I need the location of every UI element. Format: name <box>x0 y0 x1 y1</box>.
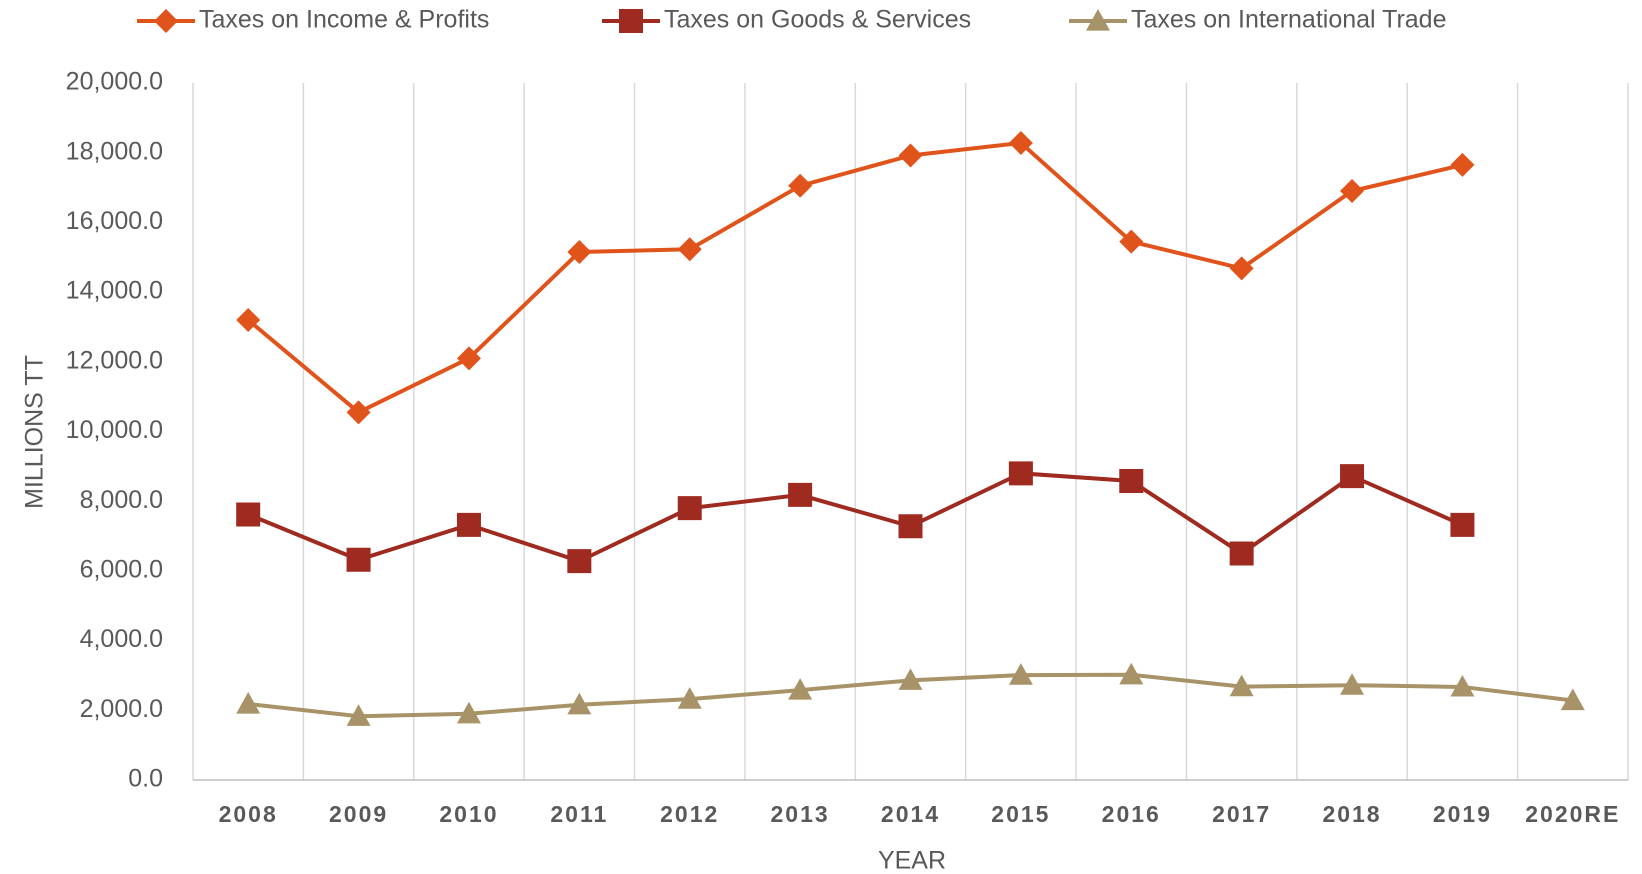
data-point <box>1340 179 1365 204</box>
data-point <box>1450 152 1475 177</box>
y-tick-label: 6,000.0 <box>80 556 163 584</box>
data-point <box>456 512 481 537</box>
data-point <box>788 482 813 507</box>
data-point <box>567 240 592 265</box>
data-point <box>236 307 261 332</box>
data-point <box>1340 464 1365 489</box>
data-point <box>1229 674 1254 697</box>
y-tick-label: 4,000.0 <box>80 625 163 653</box>
data-point <box>346 400 371 425</box>
legend-label: Taxes on International Trade <box>1131 6 1446 34</box>
y-tick-label: 14,000.0 <box>66 277 163 305</box>
x-tick-label: 2019 <box>1433 801 1492 827</box>
x-tick-label: 2016 <box>1102 801 1161 827</box>
series-line <box>247 471 1464 564</box>
data-point <box>236 502 261 527</box>
legend-marker <box>619 9 643 33</box>
legend-label: Taxes on Goods & Services <box>664 6 971 34</box>
series-line <box>246 140 1463 415</box>
x-tick-label: 2009 <box>329 801 388 827</box>
data-point <box>1008 461 1033 486</box>
x-tick-label: 2011 <box>550 801 608 827</box>
data-point <box>898 514 923 539</box>
data-point <box>236 692 261 714</box>
data-point <box>346 704 371 726</box>
x-tick-label: 2015 <box>991 801 1050 827</box>
data-point <box>1119 468 1144 493</box>
data-point <box>1229 541 1254 566</box>
x-tick-label: 2010 <box>439 801 498 827</box>
data-point <box>1340 673 1365 695</box>
y-tick-label: 12,000.0 <box>66 346 163 374</box>
x-tick-label: 2008 <box>219 801 278 827</box>
data-point <box>677 496 702 521</box>
data-point <box>1008 663 1033 685</box>
y-tick-label: 2,000.0 <box>80 695 163 723</box>
legend-label: Taxes on Income & Profits <box>199 6 489 34</box>
y-tick-label: 8,000.0 <box>80 486 163 514</box>
data-point <box>346 547 371 572</box>
data-point <box>456 346 481 371</box>
y-tick-label: 10,000.0 <box>66 416 163 444</box>
legend-marker <box>154 9 178 33</box>
legend-marker <box>1086 9 1110 31</box>
x-tick-label: 2020RE <box>1525 801 1620 827</box>
data-point <box>1119 229 1144 254</box>
x-tick-label: 2012 <box>660 801 719 827</box>
data-point <box>677 687 702 709</box>
y-tick-label: 20,000.0 <box>66 68 163 96</box>
data-point <box>677 237 702 262</box>
y-axis-label: MILLIONS TT <box>21 355 49 509</box>
y-tick-label: 0.0 <box>128 765 163 793</box>
data-point <box>1450 674 1475 697</box>
data-point <box>898 668 923 690</box>
data-point <box>567 549 592 574</box>
x-tick-label: 2017 <box>1212 801 1271 827</box>
y-tick-label: 16,000.0 <box>66 207 163 235</box>
data-point <box>567 692 592 715</box>
data-point <box>1008 130 1033 155</box>
data-point <box>1450 512 1475 537</box>
y-tick-label: 18,000.0 <box>66 137 163 165</box>
data-point <box>1119 662 1144 685</box>
x-axis-label: YEAR <box>878 847 946 874</box>
data-point <box>788 173 813 198</box>
data-point <box>1229 256 1254 281</box>
data-point <box>456 701 481 724</box>
data-point <box>1560 688 1585 711</box>
data-point <box>898 143 923 168</box>
x-tick-label: 2013 <box>771 801 830 827</box>
x-tick-label: 2018 <box>1322 801 1381 827</box>
data-point <box>788 678 813 700</box>
x-tick-label: 2014 <box>881 801 940 827</box>
